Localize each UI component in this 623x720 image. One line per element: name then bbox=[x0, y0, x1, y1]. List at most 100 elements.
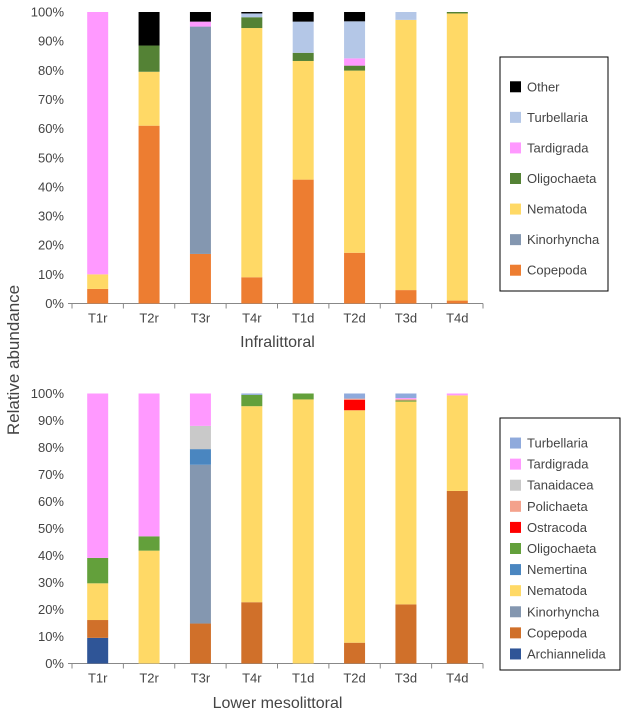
bar-segment-copepoda-t3r bbox=[189, 623, 211, 664]
y-tick-label: 100% bbox=[31, 386, 65, 401]
legend-label-turbellaria: Turbellaria bbox=[527, 110, 589, 125]
bar-segment-other-t1d bbox=[292, 12, 314, 22]
x-tick-label: T2d bbox=[343, 671, 365, 686]
legend-swatch-kinorhyncha bbox=[510, 606, 521, 618]
bar-segment-tanaidacea-t3r bbox=[189, 425, 211, 450]
bar-segment-nematoda-t3d bbox=[395, 401, 417, 605]
bar-segment-other-t3r bbox=[189, 12, 211, 22]
bar-segment-nematoda-t1r bbox=[87, 583, 109, 621]
legend-label-tanaidacea: Tanaidacea bbox=[527, 478, 594, 493]
x-tick-label: T3r bbox=[191, 671, 211, 686]
bar-segment-copepoda-t2d bbox=[344, 642, 366, 664]
y-tick-label: 0% bbox=[45, 656, 64, 671]
legend-swatch-nematoda bbox=[510, 585, 521, 597]
x-tick-label: T4r bbox=[242, 311, 262, 326]
legend-swatch-archiannelida bbox=[510, 648, 521, 660]
bar-segment-kinorhyncha-t3r bbox=[189, 26, 211, 254]
legend-label-tardigrada: Tardigrada bbox=[527, 457, 589, 472]
legend-label-archiannelida: Archiannelida bbox=[527, 646, 607, 661]
bar-segment-nematoda-t1d bbox=[292, 399, 314, 664]
x-tick-label: T1d bbox=[292, 671, 314, 686]
legend-label-nematoda: Nematoda bbox=[527, 202, 588, 217]
bar-segment-tardigrada-t4d bbox=[446, 393, 468, 396]
legend-swatch-copepoda bbox=[510, 627, 521, 639]
bar-segment-turbellaria-t4r bbox=[241, 13, 263, 18]
y-tick-label: 20% bbox=[38, 602, 64, 617]
x-tick-label: T1r bbox=[88, 671, 108, 686]
bar-segment-turbellaria-t2d bbox=[344, 21, 366, 59]
x-tick-label: T1r bbox=[88, 311, 108, 326]
lower-mesolittoral-chart: 0% 10% 20% 30% 40% 50% 60% 70% 80% 90% 100% T1r T2r T… bbox=[31, 386, 621, 712]
y-tick-label: 40% bbox=[38, 548, 64, 563]
bar-segment-copepoda-t4d bbox=[446, 300, 468, 304]
legend-label-oligochaeta: Oligochaeta bbox=[527, 541, 597, 556]
x-tick-label: T4d bbox=[446, 671, 468, 686]
legend-swatch-kinorhyncha bbox=[510, 234, 521, 246]
bar-segment-tardigrada-t3r bbox=[189, 21, 211, 27]
legend-label-tardigrada: Tardigrada bbox=[527, 140, 589, 155]
bar-segment-nematoda-t2d bbox=[344, 410, 366, 643]
bar-segment-polichaeta-t2d bbox=[344, 398, 366, 400]
legend-swatch-polichaeta bbox=[510, 500, 521, 512]
bar-segment-kinorhyncha-t3r bbox=[189, 464, 211, 624]
x-tick-label: T3r bbox=[191, 311, 211, 326]
bar-segment-copepoda-t4r bbox=[241, 602, 263, 664]
bar-segment-other-t2r bbox=[138, 12, 160, 46]
legend-swatch-tanaidacea bbox=[510, 479, 521, 491]
y-tick-label: 10% bbox=[38, 267, 64, 282]
bar-segment-oligochaeta-t2r bbox=[138, 536, 160, 551]
bar-segment-nematoda-t4d bbox=[446, 395, 468, 491]
bar-segment-nematoda-t1r bbox=[87, 274, 109, 289]
bar-segment-oligochaeta-t4r bbox=[241, 17, 263, 29]
bar-segment-oligochaeta-t4d bbox=[446, 12, 468, 14]
bar-segment-nematoda-t4d bbox=[446, 13, 468, 301]
y-tick-label: 30% bbox=[38, 209, 64, 224]
bar-segment-nematoda-t4r bbox=[241, 28, 263, 278]
bar-segment-tardigrada-t1r bbox=[87, 393, 109, 558]
y-tick-label: 30% bbox=[38, 575, 64, 590]
bar-segment-tardigrada-t3r bbox=[189, 393, 211, 426]
bar-segment-nematoda-t4r bbox=[241, 406, 263, 603]
x-tick-label: T3d bbox=[395, 671, 417, 686]
legend-label-kinorhyncha: Kinorhyncha bbox=[527, 232, 600, 247]
y-tick-label: 100% bbox=[31, 5, 65, 20]
bar-segment-tardigrada-t3d bbox=[395, 398, 417, 400]
legend-label-turbellaria: Turbellaria bbox=[527, 436, 589, 451]
bar-segment-ostracoda-t2d bbox=[344, 399, 366, 411]
bar-segment-turbellaria-t3d bbox=[395, 12, 417, 20]
bar-segment-nematoda-t2d bbox=[344, 70, 366, 253]
bar-segment-other-t4r bbox=[241, 12, 263, 14]
x-axis-label: Infralittoral bbox=[240, 334, 315, 351]
y-tick-label: 80% bbox=[38, 440, 64, 455]
legend-swatch-turbellaria bbox=[510, 111, 521, 123]
y-tick-label: 50% bbox=[38, 150, 64, 165]
y-tick-label: 70% bbox=[38, 92, 64, 107]
y-axis-label: Relative abundance bbox=[4, 285, 23, 435]
bar-segment-copepoda-t3d bbox=[395, 290, 417, 304]
legend-swatch-ostracoda bbox=[510, 521, 521, 533]
y-tick-label: 80% bbox=[38, 63, 64, 78]
legend-label-kinorhyncha: Kinorhyncha bbox=[527, 604, 600, 619]
bar-segment-nematoda-t1d bbox=[292, 60, 314, 180]
bar-segment-tardigrada-t1r bbox=[87, 12, 109, 275]
y-tick-label: 60% bbox=[38, 121, 64, 136]
y-tick-label: 90% bbox=[38, 413, 64, 428]
bar-segment-turbellaria-t4r bbox=[241, 393, 263, 395]
bar-segment-copepoda-t4r bbox=[241, 277, 263, 304]
x-tick-label: T4r bbox=[242, 671, 262, 686]
bar-segment-archiannelida-t1r bbox=[87, 637, 109, 664]
infralittoral-chart: 0% 10% 20% 30% 40% 50% 60% 70% 80% 90% 100% T1r T2r T… bbox=[31, 5, 609, 351]
bar-segment-turbellaria-t2d bbox=[344, 393, 366, 399]
bar-segment-oligochaeta-t4r bbox=[241, 394, 263, 407]
bar-segment-other-t2d bbox=[344, 12, 366, 22]
legend-swatch-tardigrada bbox=[510, 458, 521, 470]
bar-segment-copepoda-t1r bbox=[87, 288, 109, 304]
y-tick-label: 90% bbox=[38, 34, 64, 49]
legend-label-other: Other bbox=[527, 79, 560, 94]
x-tick-label: T1d bbox=[292, 311, 314, 326]
y-tick-label: 70% bbox=[38, 467, 64, 482]
bar-segment-oligochaeta-t3d bbox=[395, 400, 417, 402]
bar-segment-oligochaeta-t2d bbox=[344, 65, 366, 71]
bar-segment-tardigrada-t2d bbox=[344, 58, 366, 66]
